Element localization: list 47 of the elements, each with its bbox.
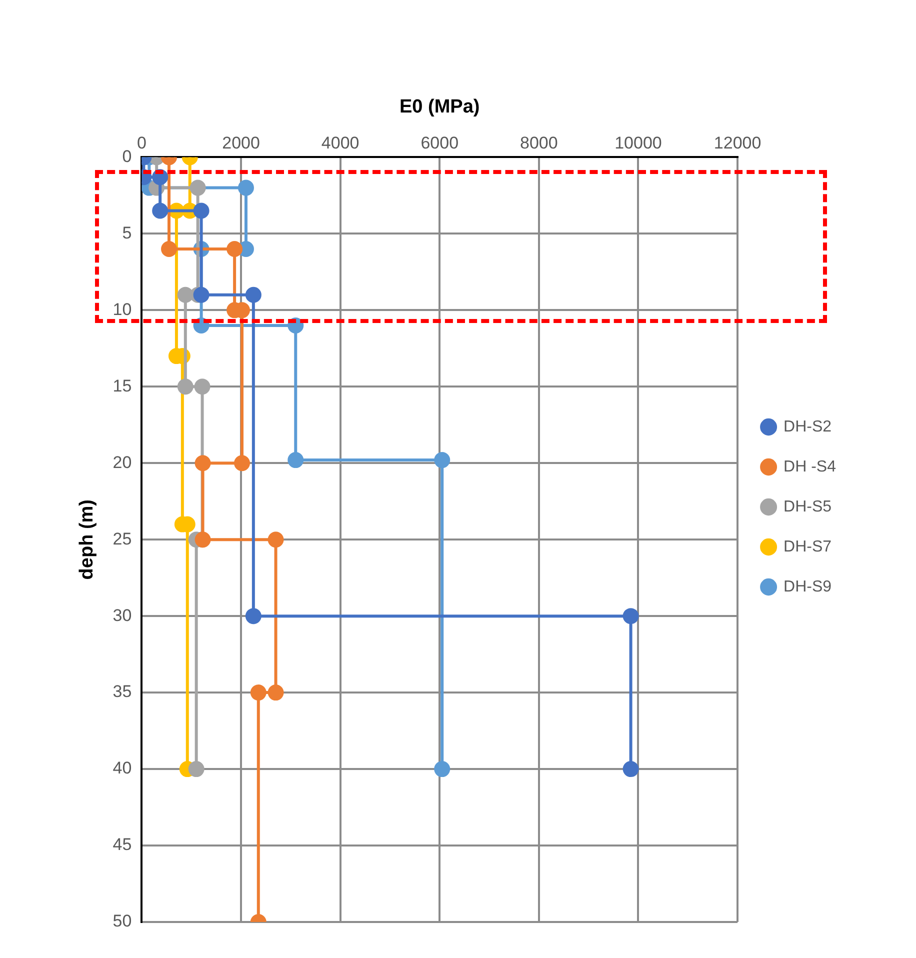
point: [194, 378, 210, 395]
point: [190, 180, 206, 196]
y-tick-label: 0: [122, 146, 132, 166]
x-axis-title: E0 (MPa): [400, 96, 480, 118]
point: [245, 286, 262, 303]
x-tick-label: 4000: [321, 134, 360, 153]
legend-label: DH-S7: [784, 538, 832, 556]
point: [622, 608, 639, 624]
x-tick-label: 6000: [420, 134, 459, 153]
point: [245, 608, 262, 624]
y-tick-label: 40: [112, 758, 132, 778]
point: [177, 378, 194, 395]
point: [188, 761, 204, 778]
legend-label: DH-S5: [784, 498, 832, 516]
point: [288, 452, 304, 468]
point: [434, 761, 450, 778]
point: [177, 286, 194, 303]
y-tick-label: 30: [112, 606, 132, 625]
y-tick-label: 5: [122, 223, 132, 242]
point: [226, 240, 243, 257]
y-tick-label: 45: [112, 835, 132, 854]
legend-label: DH -S4: [784, 458, 836, 476]
legend-label: DH-S2: [784, 418, 832, 436]
legend-label: DH-S9: [784, 578, 832, 596]
x-tick-label: 12000: [714, 134, 762, 153]
point: [152, 202, 168, 219]
x-tick-label: 10000: [614, 134, 662, 153]
y-tick-label: 50: [112, 912, 132, 931]
x-tick-label: 8000: [520, 134, 558, 153]
x-tick-label: 2000: [222, 134, 260, 153]
point: [238, 180, 254, 196]
point: [194, 455, 211, 472]
y-tick-label: 20: [112, 452, 132, 472]
y-tick-label: 25: [112, 529, 132, 548]
x-tick-label: 0: [136, 134, 146, 153]
y-tick-label: 10: [112, 300, 132, 319]
y-tick-label: 15: [112, 376, 132, 396]
y-axis-title: deph (m): [76, 499, 98, 580]
y-tick-label: 35: [112, 682, 132, 702]
point: [434, 452, 450, 468]
point: [161, 240, 178, 257]
point: [268, 532, 284, 548]
point: [250, 684, 266, 701]
point: [268, 684, 284, 701]
point: [622, 761, 639, 778]
point: [234, 455, 250, 472]
point: [193, 202, 210, 219]
